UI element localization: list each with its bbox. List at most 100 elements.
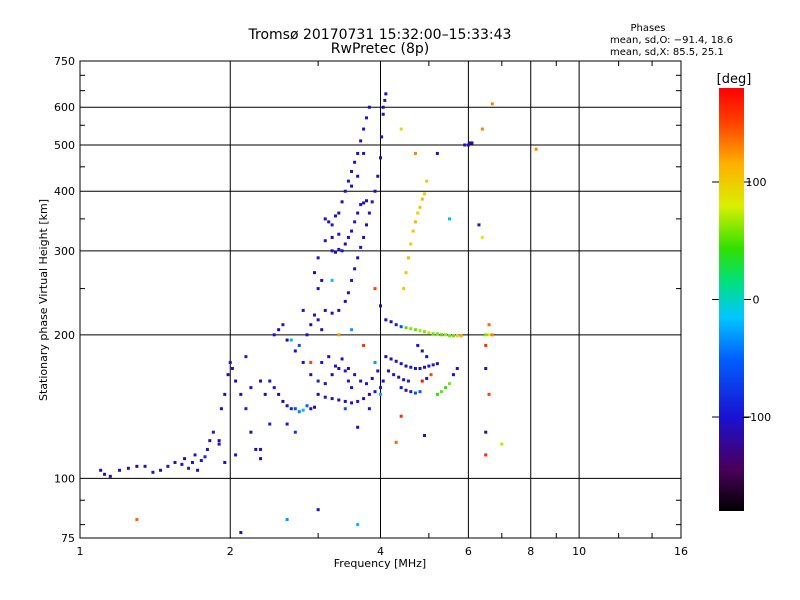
data-point bbox=[418, 205, 422, 209]
data-point bbox=[413, 366, 417, 370]
data-point bbox=[353, 160, 357, 164]
data-point bbox=[320, 278, 324, 282]
grid-lines bbox=[80, 61, 681, 538]
data-point bbox=[435, 332, 439, 336]
data-point bbox=[399, 414, 403, 418]
y-tick-label: 750 bbox=[54, 55, 75, 68]
data-point bbox=[402, 287, 406, 291]
data-point bbox=[208, 439, 212, 443]
data-point bbox=[440, 333, 444, 337]
data-point bbox=[404, 364, 408, 368]
data-point bbox=[356, 399, 360, 403]
x-tick-label: 4 bbox=[377, 545, 384, 558]
data-points bbox=[99, 92, 538, 535]
data-point bbox=[409, 327, 413, 331]
plot-area: 1 2 4 6 8 10 16 75 100 200 300 400 500 600 750 bbox=[54, 55, 688, 558]
data-point bbox=[365, 199, 369, 203]
y-tick-label: 300 bbox=[54, 245, 75, 258]
data-point bbox=[309, 323, 313, 327]
colorbar-tick-label: 100 bbox=[746, 176, 767, 189]
data-point bbox=[211, 430, 215, 434]
data-point bbox=[418, 390, 422, 394]
data-point bbox=[166, 464, 170, 468]
data-point bbox=[316, 392, 320, 396]
colorbar-tick-label: 0 bbox=[753, 294, 760, 307]
data-point bbox=[376, 174, 380, 178]
data-point bbox=[425, 376, 429, 380]
data-point bbox=[272, 386, 276, 390]
data-point bbox=[268, 379, 272, 383]
x-axis-ticks: 1 2 4 6 8 10 16 bbox=[77, 61, 688, 558]
data-point bbox=[281, 323, 285, 327]
data-point bbox=[365, 382, 369, 386]
data-point bbox=[353, 220, 357, 224]
data-point bbox=[293, 349, 297, 353]
data-point bbox=[399, 362, 403, 366]
data-point bbox=[373, 287, 377, 291]
data-point bbox=[420, 197, 424, 201]
data-point bbox=[330, 223, 334, 227]
data-point bbox=[404, 388, 408, 392]
data-point bbox=[277, 328, 281, 332]
data-point bbox=[384, 355, 388, 359]
data-point bbox=[444, 386, 448, 390]
data-point bbox=[309, 360, 313, 364]
data-point bbox=[487, 392, 491, 396]
data-point bbox=[373, 390, 377, 394]
data-point bbox=[365, 116, 369, 120]
data-point bbox=[346, 235, 350, 239]
data-point bbox=[394, 359, 398, 363]
data-point bbox=[367, 407, 371, 411]
colorbar-label: [deg] bbox=[717, 72, 752, 87]
data-point bbox=[416, 211, 420, 215]
data-point bbox=[362, 201, 366, 205]
data-point bbox=[343, 399, 347, 403]
data-point bbox=[343, 299, 347, 303]
data-point bbox=[226, 373, 230, 377]
data-point bbox=[281, 399, 285, 403]
data-point bbox=[409, 242, 413, 246]
data-point bbox=[346, 379, 350, 383]
data-point bbox=[370, 200, 374, 204]
data-point bbox=[173, 460, 177, 464]
data-point bbox=[422, 434, 426, 438]
data-point bbox=[425, 355, 429, 359]
y-tick-label: 400 bbox=[54, 185, 75, 198]
colorbar: [deg] 100 0 −100 bbox=[712, 72, 771, 511]
data-point bbox=[297, 410, 301, 414]
data-point bbox=[316, 318, 320, 322]
data-point bbox=[350, 169, 354, 173]
data-point bbox=[330, 249, 334, 253]
data-point bbox=[350, 278, 354, 282]
data-point bbox=[330, 311, 334, 315]
data-point bbox=[239, 392, 243, 396]
data-point bbox=[337, 333, 341, 337]
data-point bbox=[380, 135, 384, 139]
data-point bbox=[459, 334, 463, 338]
data-point bbox=[323, 239, 327, 243]
data-point bbox=[297, 343, 301, 347]
data-point bbox=[223, 392, 227, 396]
data-point bbox=[350, 386, 354, 390]
data-point bbox=[484, 430, 488, 434]
data-point bbox=[118, 468, 122, 472]
x-tick-label: 6 bbox=[465, 545, 472, 558]
data-point bbox=[466, 143, 470, 147]
data-point bbox=[323, 217, 327, 221]
data-point bbox=[448, 382, 452, 386]
data-point bbox=[337, 308, 341, 312]
data-point bbox=[440, 390, 444, 394]
data-point bbox=[389, 320, 393, 324]
data-point bbox=[413, 220, 417, 224]
data-point bbox=[500, 442, 504, 446]
data-point bbox=[451, 373, 455, 377]
data-point bbox=[468, 141, 472, 145]
data-point bbox=[418, 329, 422, 333]
colorbar-gradient bbox=[719, 88, 744, 511]
data-point bbox=[484, 343, 488, 347]
y-tick-label: 200 bbox=[54, 329, 75, 342]
data-point bbox=[350, 401, 354, 405]
data-point bbox=[249, 386, 253, 390]
data-point bbox=[389, 357, 393, 361]
data-point bbox=[135, 518, 139, 522]
